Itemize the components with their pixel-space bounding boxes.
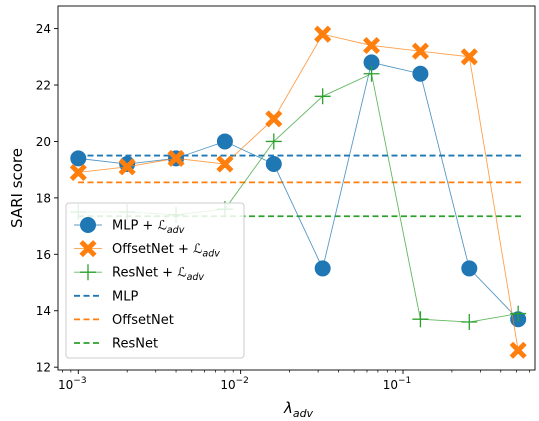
data-point-mlp-adv-0 — [70, 150, 87, 167]
data-point-mlp-adv-7 — [412, 65, 429, 82]
legend-box — [65, 202, 245, 359]
data-point-mlp-adv-5 — [314, 260, 331, 277]
plot-area — [69, 25, 527, 359]
series-line-mlp-adv — [78, 61, 519, 320]
data-point-resnet-adv-9 — [510, 305, 527, 322]
y-tick-label: 18 — [36, 191, 51, 205]
series-line-offsetnet-adv — [78, 33, 519, 351]
legend-label: MLP + ℒadv — [112, 219, 185, 237]
data-point-mlp-adv-3 — [216, 133, 233, 150]
data-point-offsetnet-adv-8 — [460, 48, 478, 66]
data-point-offsetnet-adv-0 — [69, 164, 87, 181]
data-point-offsetnet-adv-5 — [314, 25, 332, 43]
legend-entry-mlp: MLP — [74, 289, 138, 304]
legend-entry-resnet: ResNet — [74, 337, 158, 352]
legend: MLP + ℒadv OffsetNet + ℒadv ResNet + ℒadv M… — [65, 202, 245, 359]
data-point-offsetnet-adv-4 — [265, 110, 283, 128]
y-axis-label: SARI score — [8, 148, 26, 228]
data-point-resnet-adv-6 — [363, 65, 380, 82]
legend-marker-swatch — [79, 240, 97, 258]
data-point-offsetnet-adv-9 — [509, 341, 527, 359]
legend-entry-offsetnet: OffsetNet — [74, 313, 174, 328]
legend-marker-swatch — [80, 217, 96, 233]
legend-label: ResNet — [112, 337, 158, 352]
data-point-resnet-adv-5 — [314, 88, 331, 105]
data-point-resnet-adv-8 — [461, 314, 478, 331]
y-tick-label: 16 — [36, 248, 51, 262]
legend-label: MLP — [112, 289, 138, 304]
data-point-mlp-adv-4 — [265, 156, 282, 173]
data-point-offsetnet-adv-6 — [363, 37, 380, 54]
axes-frame — [57, 5, 536, 371]
legend-entry-mlp-adv: MLP + ℒadv — [74, 217, 185, 237]
y-tick-label: 24 — [36, 22, 51, 36]
legend-label: ResNet + ℒadv — [112, 266, 204, 284]
data-point-offsetnet-adv-3 — [216, 155, 234, 173]
legend-label: OffsetNet + ℒadv — [112, 242, 220, 260]
data-point-resnet-adv-7 — [412, 311, 429, 328]
data-point-resnet-adv-4 — [265, 133, 282, 150]
data-point-offsetnet-adv-2 — [167, 149, 185, 167]
y-tick-label: 20 — [36, 135, 51, 149]
legend-entry-resnet-adv: ResNet + ℒadv — [74, 264, 204, 283]
legend-marker-swatch — [80, 264, 96, 281]
data-point-mlp-adv-8 — [461, 260, 478, 277]
data-point-offsetnet-adv-7 — [412, 42, 429, 60]
data-point-offsetnet-adv-1 — [118, 158, 136, 176]
y-tick-label: 14 — [36, 304, 51, 318]
legend-entry-offsetnet-adv: OffsetNet + ℒadv — [74, 240, 220, 260]
series-offsetnet-adv — [69, 25, 527, 359]
legend-label: OffsetNet — [112, 313, 174, 328]
y-tick-label: 22 — [36, 79, 51, 93]
y-tick-label: 12 — [36, 361, 51, 375]
